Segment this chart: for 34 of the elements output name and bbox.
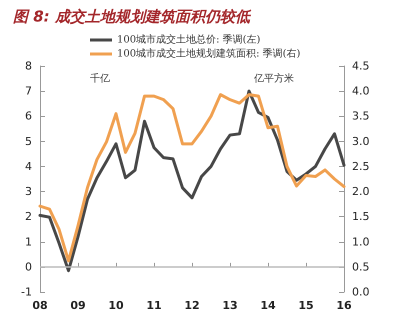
y2-tick-label: 1.5 (352, 210, 370, 224)
x-tick-label: 12 (184, 299, 200, 312)
y-axis-title: 千亿 (90, 72, 110, 84)
y-tick-label: 6 (25, 110, 32, 123)
x-tick-label: 15 (298, 299, 314, 312)
y2-tick-label: 4.0 (352, 84, 370, 98)
y2-tick-label: 4.5 (352, 60, 370, 72)
y2-tick-label: 0.5 (352, 260, 370, 274)
y2-tick-label: 3.5 (352, 110, 370, 123)
y2-tick-label: 1.0 (352, 235, 370, 248)
legend-label: 100城市成交土地总价: 季调(左) (117, 34, 261, 46)
y2-tick-label: 2.0 (352, 185, 370, 198)
legend-label: 100城市成交土地规划建筑面积: 季调(右) (117, 48, 301, 60)
y-tick-label: 3 (25, 185, 32, 198)
y-tick-label: 0 (25, 260, 32, 274)
y-tick-label: 4 (25, 160, 32, 173)
x-tick-label: 10 (108, 299, 124, 312)
y2-tick-label: 2.5 (352, 160, 370, 173)
x-tick-label: 13 (222, 299, 238, 312)
x-tick-label: 14 (260, 299, 276, 312)
y2-axis-title: 亿平方米 (253, 72, 294, 84)
x-tick-label: 09 (70, 299, 86, 312)
chart-title: 图 8: 成交土地规划建筑面积仍较低 (13, 8, 252, 26)
x-tick-label: 11 (146, 299, 162, 312)
y-tick-label: 2 (25, 210, 32, 224)
y-tick-label: 7 (25, 84, 32, 98)
y-tick-label: 1 (25, 235, 32, 248)
x-tick-label: 08 (32, 299, 48, 312)
y-tick-label: 5 (25, 134, 32, 148)
y2-tick-label: 0.0 (352, 286, 370, 298)
y-tick-label: -1 (21, 286, 32, 298)
y2-tick-label: 3.0 (352, 134, 370, 148)
x-tick-label: 16 (336, 299, 352, 312)
y-tick-label: 8 (25, 60, 32, 72)
